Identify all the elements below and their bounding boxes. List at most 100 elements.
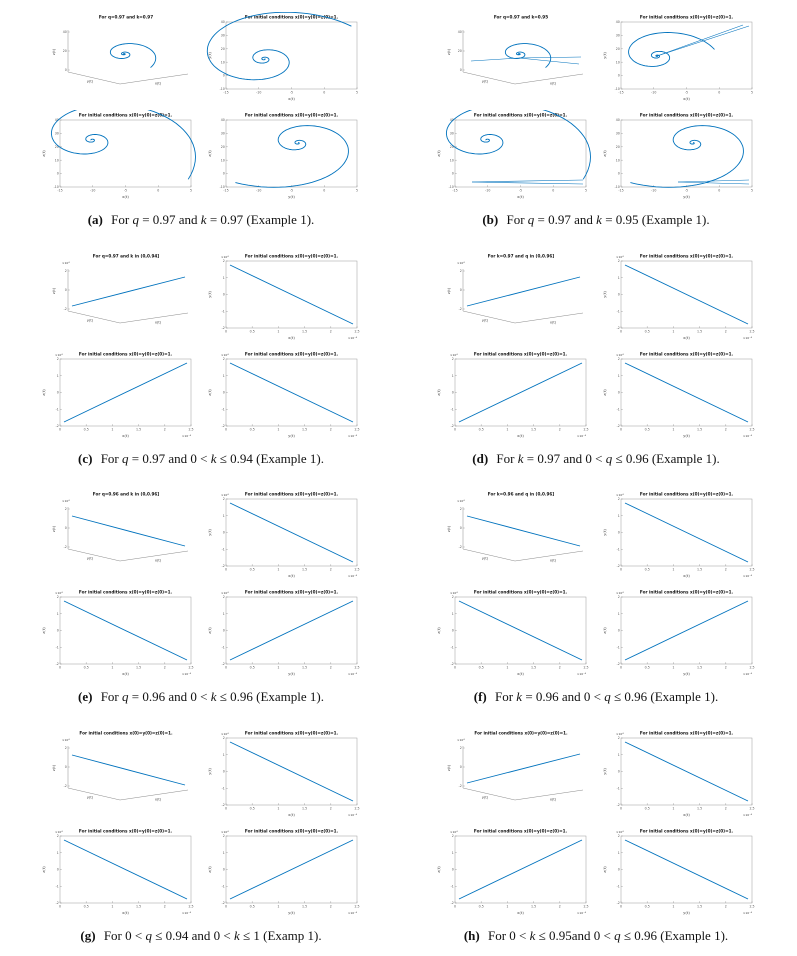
tick-label: 2 [330, 666, 332, 670]
y-axis-label: z(t) [207, 865, 212, 872]
z-axis-label: z(t) [447, 287, 451, 294]
math-variable: k [596, 212, 602, 227]
tick-label: -1 [617, 309, 620, 313]
trajectory [50, 110, 196, 180]
tick-label: 2 [725, 568, 727, 572]
tick-label: 0 [618, 172, 620, 176]
trajectory [628, 24, 750, 67]
panel-title: For initial conditions x(0)=y(0)=z(0)=1. [640, 492, 734, 497]
panel-title: For initial conditions x(0)=y(0)=z(0)=1. [640, 113, 734, 118]
tick-label: 1 [672, 666, 674, 670]
axis-ticks: 0 0.5 1 1.5 2 2.5 -2 -1 0 1 2 [451, 595, 589, 669]
trajectory-line [63, 839, 188, 899]
trajectory [109, 43, 157, 68]
tick-label: 0.5 [84, 904, 89, 908]
y-exponent-label: ×10⁴ [450, 591, 458, 595]
trajectory-line [458, 839, 583, 899]
y-axis-label: y(t) [87, 318, 94, 322]
tick-label: 0.5 [84, 666, 89, 670]
axis-ticks: 0 0.5 1 1.5 2 2.5 -2 -1 0 1 2 [222, 834, 360, 908]
tick-label: 1 [618, 514, 620, 518]
panel-title: For k=0.97 and q in (0,0.96] [488, 253, 555, 258]
plot-panel: For q=0.97 and k=0.97 0 20 40 y(t) x(t) z(t) [38, 12, 198, 106]
x-axis-label: x(t) [683, 573, 690, 578]
z-axis-ticks: -2 0 2 [459, 746, 465, 788]
tick-label: 2.5 [749, 904, 754, 908]
tick-label: 1.5 [697, 568, 702, 572]
caption-label: (f) [473, 689, 487, 704]
x-exponent-label: ×10⁻⁴ [743, 911, 753, 915]
tick-label: 2 [164, 904, 166, 908]
plot-panel: For q=0.96 and k in (0,0.96] -2 0 2 y(t) x(t)… [38, 489, 198, 583]
tick-label: 2 [618, 497, 620, 501]
panel-grid: For initial conditions x(0)=y(0)=z(0)=1.… [38, 727, 364, 920]
y-exponent-label: ×10⁴ [616, 591, 624, 595]
x-axis-label: x(t) [550, 797, 557, 801]
z-axis-ticks: -2 0 2 [459, 269, 465, 311]
tick-label: -10 [651, 189, 656, 193]
tick-label: 0 [618, 292, 620, 296]
tick-label: 1 [277, 806, 279, 810]
tick-label: 2 [725, 427, 727, 431]
tick-label: 30 [616, 132, 620, 136]
tick-label: 5 [751, 189, 753, 193]
trajectory-line [229, 741, 354, 801]
panel-title: For initial conditions x(0)=y(0)=z(0)=1. [640, 15, 734, 20]
trajectory-line [229, 362, 354, 422]
tick-label: -15 [452, 189, 457, 193]
tick-label: -1 [617, 547, 620, 551]
math-variable: k [200, 212, 207, 227]
tick-label: -2 [56, 424, 59, 428]
tick-label: 0 [223, 390, 225, 394]
tick-label: 0 [452, 629, 454, 633]
tick-label: 0 [225, 427, 227, 431]
plot-panel: For initial conditions x(0)=y(0)=z(0)=1.… [204, 587, 364, 681]
y-axis-label: z(t) [436, 865, 441, 872]
tick-label: 5 [356, 189, 358, 193]
tick-label: 0 [223, 629, 225, 633]
tick-label: -2 [64, 545, 67, 549]
y-axis-label: z(t) [41, 388, 46, 395]
math-variable: k [210, 689, 217, 704]
tick-label: 2 [223, 497, 225, 501]
tick-label: 2 [57, 834, 59, 838]
x-axis-label: x(t) [683, 812, 690, 817]
panel-title: For initial conditions x(0)=y(0)=z(0)=1. [245, 828, 339, 833]
tick-label: -2 [459, 545, 462, 549]
tick-label: 2 [452, 834, 454, 838]
tick-label: 2 [460, 269, 462, 273]
plot-panel: For initial conditions x(0)=y(0)=z(0)=1.… [599, 587, 759, 681]
panel-grid: For initial conditions x(0)=y(0)=z(0)=1.… [433, 727, 759, 920]
x-exponent-label: ×10⁻⁴ [348, 434, 358, 438]
tick-label: 10 [616, 60, 620, 64]
spiral-trajectory [630, 125, 744, 188]
caption-label: (g) [80, 927, 96, 943]
y-axis-label: y(t) [482, 795, 489, 799]
tick-label: 0 [618, 390, 620, 394]
tick-label: 0 [618, 74, 620, 78]
panel-title: For initial conditions x(0)=y(0)=z(0)=1. [640, 253, 734, 258]
math-variable: k [210, 450, 217, 466]
tick-label: -15 [618, 91, 623, 95]
y-exponent-label: ×10⁴ [616, 255, 624, 259]
axis-ticks: 0 0.5 1 1.5 2 2.5 -2 -1 0 1 2 [56, 595, 194, 669]
y-axis-label: z(t) [602, 627, 607, 634]
tick-label: 1 [111, 666, 113, 670]
subfigure-caption: (c) For q = 0.97 and 0 < k ≤ 0.94 (Examp… [78, 451, 324, 467]
tick-label: -5 [124, 189, 127, 193]
spiral-trajectory [628, 32, 715, 67]
needle-line [677, 181, 750, 185]
tick-label: 1 [452, 850, 454, 854]
tick-label: 0 [618, 531, 620, 535]
trajectory-line [63, 600, 188, 661]
tick-label: 0.5 [645, 329, 650, 333]
caption-text: For 0 < q ≤ 0.94 and 0 < k ≤ 1 (Examp 1)… [103, 927, 322, 943]
plot-panel: For initial conditions x(0)=y(0)=z(0)=1.… [38, 587, 198, 681]
y-axis-label: z(t) [207, 388, 212, 395]
tick-label: -2 [56, 662, 59, 666]
axis-ticks: 0 0.5 1 1.5 2 2.5 -2 -1 0 1 2 [617, 497, 755, 571]
spiral-trajectory [206, 12, 352, 81]
subfigure-f: For k=0.96 and q in (0,0.96] -2 0 2 y(t) x(t)… [433, 489, 759, 710]
panel-title: For k=0.96 and q in (0,0.96] [488, 492, 555, 497]
